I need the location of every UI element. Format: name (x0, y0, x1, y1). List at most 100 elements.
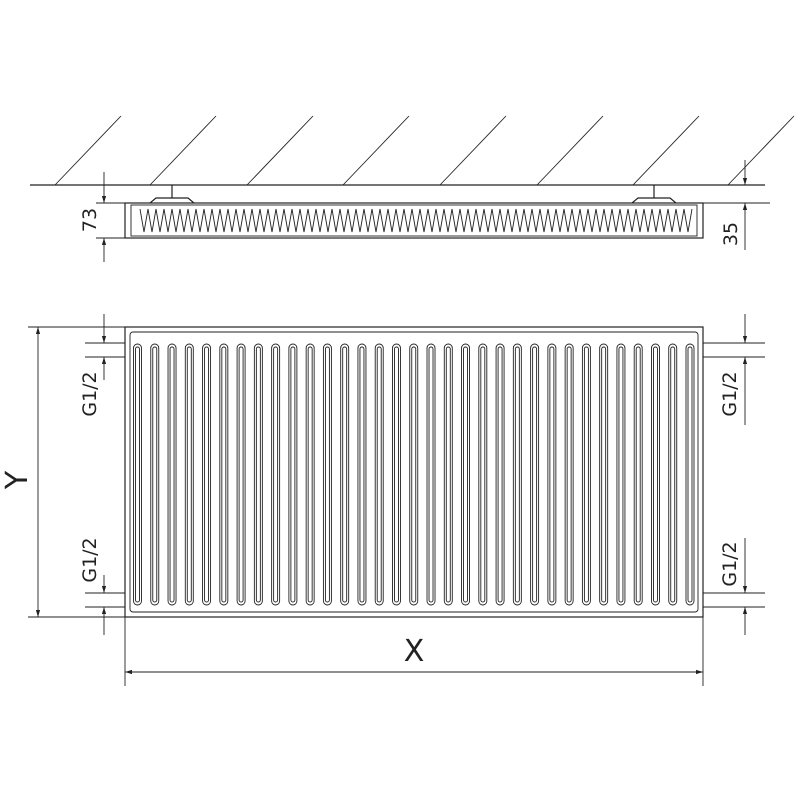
fin (235, 208, 245, 233)
channel (564, 343, 574, 606)
channel (392, 343, 401, 606)
channel-inner (169, 346, 175, 603)
fin (387, 208, 397, 233)
fin (331, 208, 341, 233)
channel-inner (359, 346, 365, 603)
channel (547, 343, 557, 606)
fin (499, 208, 509, 233)
fin (643, 208, 653, 233)
channel-inner (411, 346, 417, 603)
hatch-line (439, 115, 507, 186)
connection-label-left-top: G1/2 (79, 371, 101, 416)
channel-inner (463, 346, 468, 603)
channel (374, 343, 384, 606)
channel (426, 343, 436, 606)
bracket-left (149, 185, 195, 204)
channel-inner (186, 346, 192, 603)
channel-inner (601, 346, 607, 603)
fin (427, 208, 437, 233)
channel-inner (342, 346, 348, 603)
radiator-top-inner (130, 204, 698, 237)
channel (236, 343, 246, 606)
right-connections (703, 342, 765, 608)
channel-inner (204, 346, 210, 603)
fin (275, 208, 285, 233)
depth-dimension-label: 73 (79, 208, 101, 232)
channel-inner (221, 346, 227, 603)
channel-inner (514, 346, 520, 603)
channel (685, 343, 695, 606)
channel (651, 343, 660, 606)
fin (403, 208, 413, 233)
fin (659, 208, 669, 233)
fin (451, 208, 461, 233)
fin (683, 208, 693, 233)
bracket-right (631, 185, 677, 204)
fin (627, 208, 637, 233)
channel-inner (290, 346, 296, 603)
fin (563, 208, 573, 233)
height-label: Y (0, 470, 35, 490)
fin (203, 208, 213, 233)
channel (305, 343, 315, 606)
fin (355, 208, 365, 233)
fin (619, 208, 629, 233)
channel (478, 343, 488, 606)
hatch-line (536, 115, 604, 186)
channel (288, 343, 298, 606)
channel-inner (273, 346, 279, 603)
fin (667, 208, 677, 233)
fin (267, 208, 277, 233)
fin (491, 208, 501, 233)
front-view: G1/2 G1/2 G1/2 G1/2 Y X (0, 314, 765, 686)
fin (531, 208, 541, 233)
channel (443, 343, 453, 606)
channel-inner (480, 346, 486, 603)
hatch-line (149, 115, 217, 186)
fin (595, 208, 605, 233)
channel (184, 343, 194, 606)
channel-inner (135, 346, 140, 603)
channel (581, 343, 591, 606)
fin (555, 208, 565, 233)
channel (409, 343, 419, 606)
fin (299, 208, 309, 233)
fin (515, 208, 525, 233)
fin (339, 208, 349, 233)
channel-inner (497, 346, 503, 603)
fin (155, 208, 165, 233)
channel-inner (324, 346, 330, 603)
ceiling-hatching (54, 115, 795, 186)
channel (495, 343, 505, 606)
channel-inner (445, 346, 451, 603)
fin (579, 208, 589, 233)
fin (395, 208, 405, 233)
fin (675, 208, 685, 233)
fin (611, 208, 621, 233)
fin (187, 208, 197, 233)
fin (171, 208, 181, 233)
fin (147, 208, 157, 233)
ceiling-gap-label: 35 (720, 222, 742, 246)
channel (512, 343, 522, 606)
water-channels (133, 343, 695, 606)
fin (307, 208, 317, 233)
channel (668, 343, 678, 606)
fin (347, 208, 357, 233)
channel-inner (566, 346, 572, 603)
channel (202, 343, 212, 606)
channel-inner (670, 346, 676, 603)
fin (587, 208, 597, 233)
channel-inner (376, 346, 382, 603)
channel-inner (152, 346, 158, 603)
hatch-line (246, 115, 314, 186)
channel-inner (687, 346, 693, 603)
channel-inner (532, 346, 538, 603)
convector-fins (139, 208, 693, 233)
fin (411, 208, 421, 233)
fin (363, 208, 373, 233)
channel-inner (653, 346, 658, 603)
fin (467, 208, 477, 233)
fin (163, 208, 173, 233)
channel-inner (307, 346, 313, 603)
